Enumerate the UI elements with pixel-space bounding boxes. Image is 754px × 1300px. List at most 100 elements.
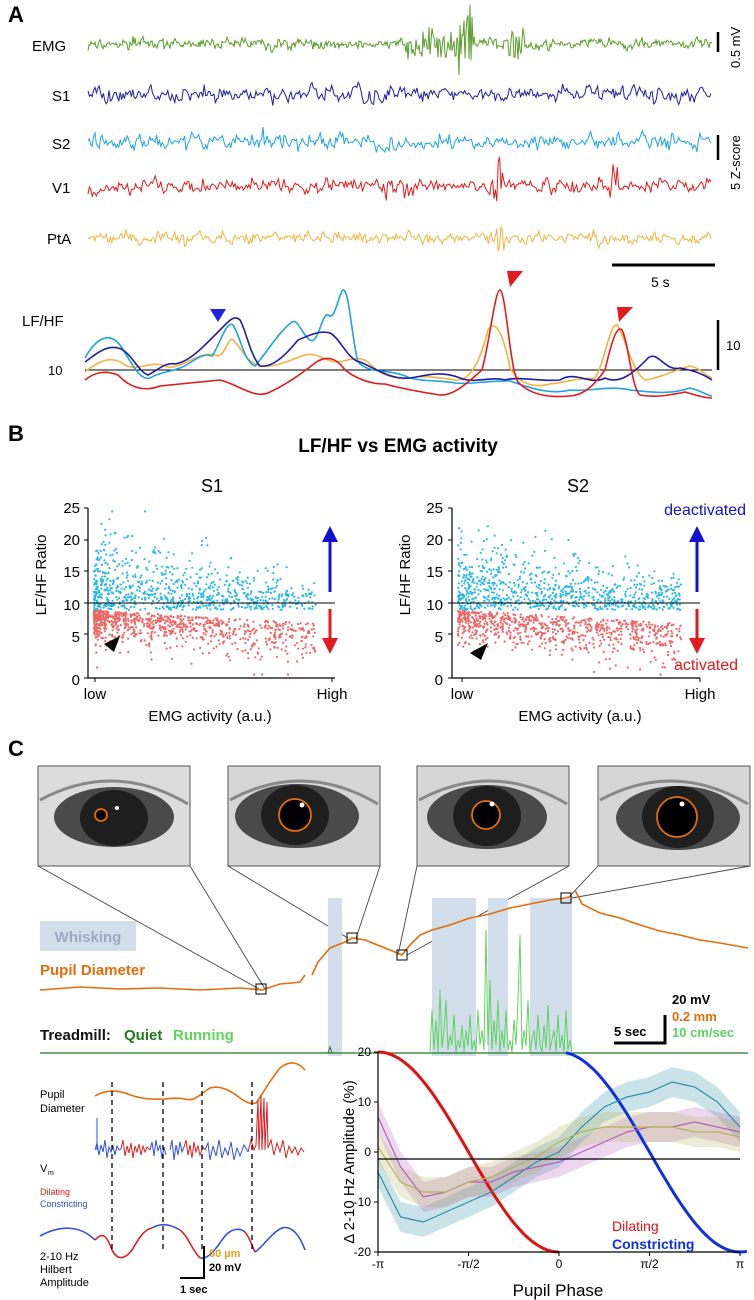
scatter-point <box>554 566 557 569</box>
scatter-point <box>642 600 646 604</box>
scatter-point <box>678 594 681 597</box>
scatter-point <box>480 578 483 581</box>
scatter-point <box>309 651 312 654</box>
scatter-point <box>122 581 125 584</box>
y-tick-label: 0 <box>364 1145 371 1159</box>
scatter-point <box>596 628 599 631</box>
scatter-point <box>297 647 300 650</box>
scatter-point <box>648 574 651 577</box>
scatter-point <box>489 604 493 607</box>
scatter-point <box>159 629 162 632</box>
scatter-point <box>498 588 501 591</box>
scatter-point <box>536 595 539 598</box>
scatter-point <box>488 617 491 620</box>
bl-pupil-label-2: Diameter <box>40 1103 85 1115</box>
scatter-point <box>113 603 116 606</box>
scatter-point <box>458 623 461 626</box>
scatter-point <box>174 622 177 625</box>
scatter-point <box>608 657 611 660</box>
scatter-point <box>578 638 581 641</box>
scatter-point <box>592 598 595 602</box>
scatter-point <box>141 580 144 583</box>
scatter-point <box>549 649 552 652</box>
scatter-point <box>493 624 496 627</box>
phase-chart-series <box>377 1081 741 1223</box>
scatter-point <box>98 633 101 636</box>
scatter-point <box>205 576 209 579</box>
scatter-point <box>556 630 560 633</box>
scatter-point <box>540 590 544 594</box>
scale-time-c: 5 sec <box>614 1024 647 1039</box>
scatter-point <box>631 608 634 611</box>
scatter-point <box>498 594 501 597</box>
scatter-point <box>152 550 155 554</box>
scatter-point <box>567 622 570 625</box>
scatter-point <box>216 617 219 620</box>
scatter-point <box>497 631 500 634</box>
trace-label-s1: S1 <box>52 88 70 105</box>
whisking-legend-box <box>40 921 136 951</box>
scatter-point <box>471 611 474 614</box>
scatter-point <box>630 622 633 625</box>
scatter-point <box>262 591 265 595</box>
scatter-point <box>638 624 642 627</box>
down-arrowhead-s2 <box>689 638 705 654</box>
scatter-point <box>228 631 231 634</box>
scatter-point <box>530 648 534 651</box>
time-scalebar-a-label: 5 s <box>651 274 670 290</box>
scatter-point <box>311 607 314 611</box>
scatter-point <box>574 645 577 648</box>
scatter-point <box>460 580 463 583</box>
scatter-point <box>128 587 131 590</box>
scatter-point <box>642 627 645 630</box>
scatter-point <box>176 586 179 589</box>
scatter-point <box>478 579 481 582</box>
lfhf-trace-s1 <box>84 317 713 382</box>
scatter-point <box>481 570 484 573</box>
scatter-point <box>528 618 531 621</box>
scatter-point <box>152 623 155 626</box>
scatter-point <box>668 607 671 610</box>
scatter-point <box>491 550 494 553</box>
scatter-point <box>305 594 308 598</box>
scatter-point <box>617 641 620 644</box>
scatter-point <box>274 637 277 640</box>
scatter-point <box>305 623 308 626</box>
scatter-point <box>233 589 236 592</box>
scatter-point <box>174 632 177 635</box>
scatter-point <box>205 583 208 586</box>
scatter-point <box>471 631 474 634</box>
scatter-point <box>608 627 611 630</box>
scatter-point <box>113 560 117 563</box>
scatter-point <box>217 586 220 589</box>
scatter-point <box>95 651 98 654</box>
scatter-point <box>492 604 495 607</box>
scatter-point <box>470 634 473 637</box>
scatter-point <box>93 615 96 618</box>
scatter-point <box>642 620 645 623</box>
scatter-point <box>516 594 519 597</box>
scatter-point <box>102 606 105 609</box>
scatter-point <box>604 658 607 661</box>
scatter-point <box>257 647 260 650</box>
scatter-point <box>297 622 300 626</box>
scatter-point <box>256 607 259 610</box>
scatter-point <box>605 632 608 635</box>
scatter-point <box>570 590 574 593</box>
scatter-point <box>491 581 494 585</box>
scatter-point <box>178 626 181 629</box>
scatter-point <box>235 598 238 601</box>
scatter-point <box>218 642 221 645</box>
scatter-point <box>489 626 492 629</box>
scatter-point <box>498 600 502 603</box>
scatter-point <box>616 649 619 652</box>
scatter-point <box>459 611 462 614</box>
scatter-point <box>657 591 661 594</box>
scatter-point <box>131 534 134 538</box>
up-arrowhead-s1 <box>322 526 338 542</box>
scatter-point <box>226 590 229 593</box>
scatter-point <box>272 578 275 581</box>
scatter-point <box>529 577 532 580</box>
scatter-point <box>170 629 173 632</box>
scatter-point <box>544 529 547 532</box>
